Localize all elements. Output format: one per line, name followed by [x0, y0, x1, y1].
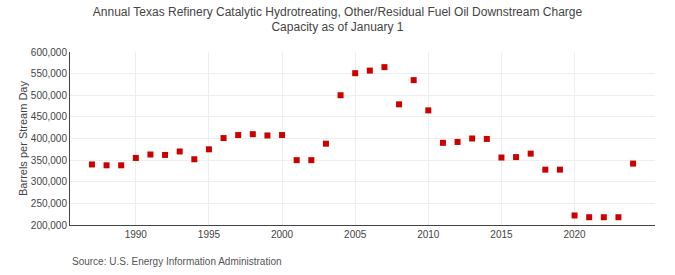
svg-text:2000: 2000 [271, 229, 294, 240]
svg-text:350,000: 350,000 [31, 155, 68, 166]
svg-text:Annual Texas Refinery Catalyti: Annual Texas Refinery Catalytic Hydrotre… [93, 5, 583, 35]
svg-text:2005: 2005 [344, 229, 367, 240]
svg-text:2015: 2015 [490, 229, 513, 240]
svg-text:250,000: 250,000 [31, 198, 68, 209]
svg-text:2010: 2010 [417, 229, 440, 240]
svg-text:Source: U.S. Energy Informatio: Source: U.S. Energy Information Administ… [72, 256, 282, 267]
svg-text:600,000: 600,000 [31, 47, 68, 58]
svg-text:2020: 2020 [563, 229, 586, 240]
svg-text:300,000: 300,000 [31, 176, 68, 187]
svg-text:450,000: 450,000 [31, 111, 68, 122]
svg-text:1990: 1990 [125, 229, 148, 240]
svg-text:500,000: 500,000 [31, 90, 68, 101]
svg-text:550,000: 550,000 [31, 68, 68, 79]
svg-text:400,000: 400,000 [31, 133, 68, 144]
svg-text:Barrels per Stream Day: Barrels per Stream Day [17, 81, 29, 196]
svg-text:200,000: 200,000 [31, 220, 68, 231]
svg-text:1995: 1995 [198, 229, 221, 240]
